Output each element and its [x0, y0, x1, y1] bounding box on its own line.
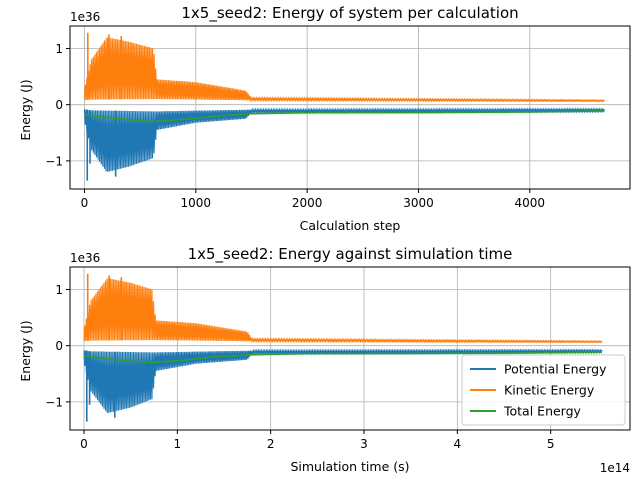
y-tick-label: 0	[55, 98, 63, 112]
legend-label: Total Energy	[503, 404, 582, 419]
subplot-simulation-time: 1x5_seed2: Energy against simulation tim…	[18, 245, 631, 475]
x-tick-label: 3000	[403, 196, 434, 210]
legend-label: Potential Energy	[504, 362, 607, 377]
series-line	[83, 278, 603, 344]
y-tick-label: 1	[55, 283, 63, 297]
y-tick-label: 1	[55, 42, 63, 56]
chart-title: 1x5_seed2: Energy against simulation tim…	[188, 245, 513, 264]
y-tick-label: −1	[45, 395, 63, 409]
y-tick-label: −1	[45, 154, 63, 168]
axes-frame	[69, 25, 631, 190]
x-tick-label: 0	[81, 196, 89, 210]
x-offset-text: 1e14	[600, 461, 630, 475]
x-tick-label: 1000	[181, 196, 212, 210]
x-axis-label: Simulation time (s)	[290, 459, 409, 474]
x-tick-label: 0	[80, 437, 88, 451]
subplot-calculation-step: 1x5_seed2: Energy of system per calculat…	[18, 4, 631, 233]
axes-frame	[69, 266, 631, 431]
x-tick-label: 1	[174, 437, 182, 451]
legend-label: Kinetic Energy	[504, 383, 595, 398]
x-tick-label: 4000	[515, 196, 546, 210]
y-offset-text: 1e36	[70, 251, 100, 265]
legend: Potential Energy Kinetic Energy Total Ener…	[461, 354, 626, 426]
x-tick-label: 2	[267, 437, 275, 451]
y-axis-label: Energy (J)	[18, 79, 33, 140]
y-tick-label: 0	[55, 339, 63, 353]
x-tick-label: 4	[454, 437, 462, 451]
x-tick-label: 2000	[292, 196, 323, 210]
plot-area: 0 1 2 3 4 5 −1 0 1 Potential Energy Kinetic Energy…	[45, 266, 631, 451]
plot-area: 0 1000 2000 3000 4000 −1 0 1	[45, 25, 631, 210]
x-axis-label: Calculation step	[300, 218, 401, 233]
series-line	[84, 110, 605, 123]
series-line	[83, 37, 605, 103]
series-line	[83, 348, 603, 413]
x-tick-label: 3	[360, 437, 368, 451]
chart-title: 1x5_seed2: Energy of system per calculat…	[181, 4, 518, 23]
legend-box	[461, 354, 626, 426]
y-axis-label: Energy (J)	[18, 320, 33, 381]
x-tick-label: 5	[547, 437, 555, 451]
series-line	[83, 351, 603, 364]
y-offset-text: 1e36	[70, 10, 100, 24]
